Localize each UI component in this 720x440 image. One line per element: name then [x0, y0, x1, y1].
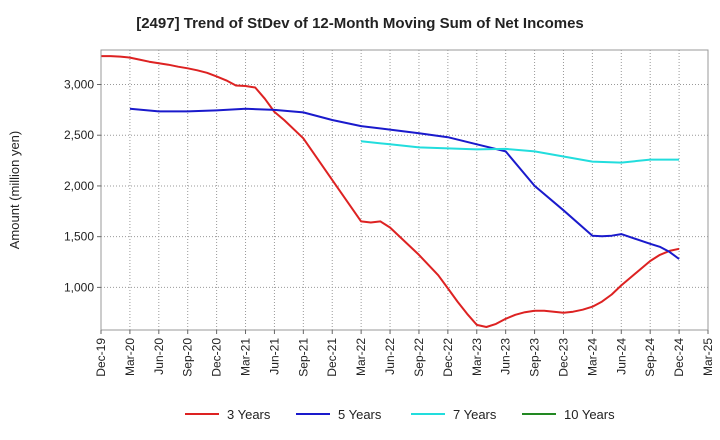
- x-tick-label: Sep-24: [643, 338, 657, 377]
- y-tick-label: 1,500: [64, 230, 94, 244]
- y-tick-label: 2,000: [64, 179, 94, 193]
- x-tick-label: Mar-21: [239, 338, 253, 376]
- x-tick-labels: Dec-19 Mar-20 Jun-20 Sep-20 Dec-20 Mar-21 Jun-…: [94, 330, 715, 377]
- series-line-5-years: [129, 107, 680, 260]
- legend-label-10-years: 10 Years: [564, 407, 615, 422]
- x-tick-label: Dec-22: [441, 338, 455, 377]
- x-tick-label: Dec-24: [672, 338, 686, 377]
- legend: 3 Years 5 Years 7 Years 10 Years: [185, 407, 615, 422]
- y-tick-label: 3,000: [64, 77, 94, 91]
- series-line-7-years: [360, 140, 680, 164]
- x-tick-label: Sep-22: [412, 338, 426, 377]
- x-tick-label: Jun-20: [152, 338, 166, 375]
- x-tick-label: Mar-24: [585, 338, 599, 376]
- x-tick-label: Dec-19: [94, 338, 108, 377]
- x-tick-label: Mar-20: [123, 338, 137, 376]
- x-tick-label: Sep-23: [528, 338, 542, 377]
- y-axis-label: Amount (million yen): [7, 131, 22, 250]
- plot-frame: [100, 49, 709, 331]
- x-tick-label: Mar-22: [354, 338, 368, 376]
- x-tick-label: Dec-20: [210, 338, 224, 377]
- y-tick-label: 1,000: [64, 280, 94, 294]
- y-tick-label: 2,500: [64, 128, 94, 142]
- x-tick-label: Dec-21: [325, 338, 339, 377]
- x-tick-label: Sep-20: [181, 338, 195, 377]
- series-lines: [101, 55, 680, 328]
- x-tick-label: Jun-23: [499, 338, 513, 375]
- x-tick-label: Jun-24: [614, 338, 628, 375]
- legend-label-3-years: 3 Years: [227, 407, 271, 422]
- x-tick-label: Mar-25: [701, 338, 715, 376]
- series-line-3-years: [101, 55, 680, 328]
- legend-label-7-years: 7 Years: [453, 407, 497, 422]
- legend-label-5-years: 5 Years: [338, 407, 382, 422]
- x-tick-label: Jun-22: [383, 338, 397, 375]
- gridlines: [100, 50, 709, 330]
- x-tick-label: Jun-21: [267, 338, 281, 375]
- y-tick-labels: 1,000 1,500 2,000 2,500 3,000: [64, 77, 101, 294]
- x-tick-label: Sep-21: [296, 338, 310, 377]
- x-tick-label: Dec-23: [556, 338, 570, 377]
- chart-title: [2497] Trend of StDev of 12-Month Moving…: [136, 15, 584, 32]
- x-tick-label: Mar-23: [470, 338, 484, 376]
